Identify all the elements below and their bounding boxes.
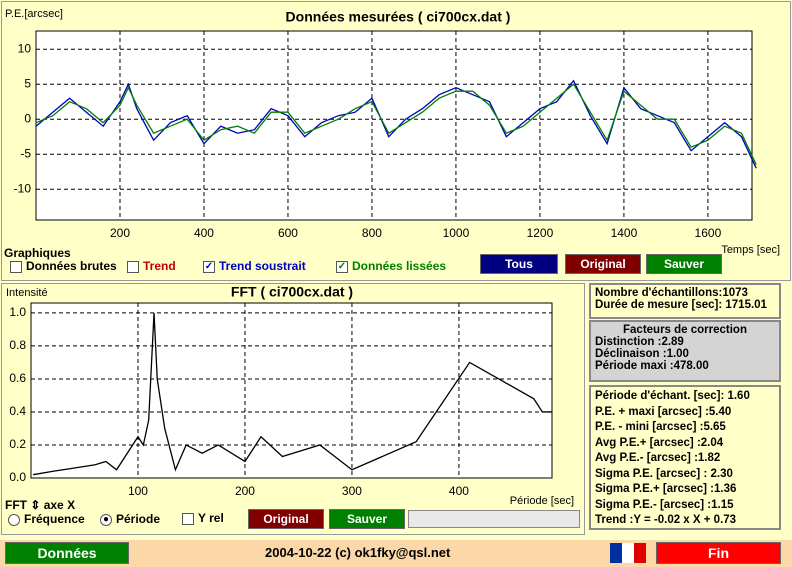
y-tick-label: 0.0 [9,470,26,484]
info-line: Période d'échant. [sec]: 1.60 [595,390,750,402]
y-tick-label: 5 [24,76,31,90]
x-tick-label: 200 [235,484,255,498]
info-line: Avg P.E.+ [arcsec] :2.04 [595,436,724,449]
scrollbar[interactable] [408,510,580,528]
x-tick-label: 100 [128,484,148,498]
label: Y rel [198,511,224,525]
x-tick-label: 1000 [443,226,470,240]
info-line: Avg P.E.- [arcsec] :1.82 [595,452,721,464]
menu-button[interactable]: Données [5,542,129,564]
checkbox[interactable]: ✓ Données lissées [336,259,447,273]
checkbox[interactable]: Trend [127,259,176,273]
data-line [33,312,552,476]
label: Période [116,512,161,526]
info-line: Sigma P.E. [arcsec] : 2.30 [595,467,733,480]
label: Données lissées [352,259,447,273]
info-line: Période maxi :478.00 [595,360,709,372]
data-line [35,83,757,165]
info-line: Déclinaison :1.00 [595,348,689,360]
data-line [35,79,757,169]
info-line: Trend :Y = -0.02 x X + 0.73 [595,514,737,526]
y-tick-label: 0.2 [9,437,26,451]
y-tick-label: 0.8 [9,338,26,352]
fft-panel [1,283,585,535]
box-title: Facteurs de correction [623,324,747,336]
x-axis-label: Période [sec] [510,495,574,507]
flag-icon[interactable] [610,543,646,563]
x-tick-label: 1200 [527,226,554,240]
group-title: FFT ⇕ axe X [5,498,76,512]
exit-button[interactable]: Fin [656,542,781,564]
y-tick-label: 0.6 [9,371,26,385]
button[interactable]: Original [248,509,324,529]
info-line: Durée de mesure [sec]: 1715.01 [595,299,767,311]
label: Trend [143,259,176,273]
group-title: Graphiques [4,246,71,260]
y-axis-label: P.E.[arcsec] [5,8,63,20]
button[interactable]: Sauver [646,254,722,274]
x-axis-label: Temps [sec] [721,244,780,256]
radio[interactable]: Fréquence [8,512,85,526]
correction-box: Facteurs de correction Distinction :2.89… [589,320,781,382]
button[interactable]: Original [565,254,641,274]
radio[interactable]: ● Période [100,512,160,526]
chart-title: Données mesurées ( ci700cx.dat ) [286,9,511,25]
info-line: P.E. - mini [arcsec] :5.65 [595,421,726,433]
label: Fréquence [24,512,85,526]
footer-text: 2004-10-22 (c) ok1fky@qsl.net [265,545,451,560]
x-tick-label: 400 [449,484,469,498]
y-tick-label: 10 [18,41,32,55]
y-tick-label: 0 [24,111,31,125]
label: Données brutes [26,259,117,273]
top-panel [1,1,791,281]
plot-area [30,302,553,479]
x-tick-label: 600 [278,226,298,240]
info-line: P.E. + maxi [arcsec] :5.40 [595,405,732,418]
y-axis-label: Intensité [6,287,48,299]
info-box: Nombre d'échantillons:1073 Durée de mesu… [589,283,781,319]
y-tick-label: -10 [14,181,32,195]
x-tick-label: 800 [362,226,382,240]
x-tick-label: 400 [194,226,214,240]
x-tick-label: 1400 [611,226,638,240]
info-line: Sigma P.E.- [arcsec] :1.15 [595,498,734,511]
label: Trend soustrait [219,259,306,273]
checkbox[interactable]: ✓ Trend soustrait [203,259,306,273]
x-tick-label: 300 [342,484,362,498]
x-tick-label: 1600 [695,226,722,240]
info-line: Distinction :2.89 [595,336,684,348]
stats-box: Période d'échant. [sec]: 1.60 P.E. + maxi… [589,385,781,530]
y-tick-label: 0.4 [9,404,26,418]
button[interactable]: Tous [480,254,558,274]
plot-area [35,30,753,221]
checkbox[interactable]: Y rel [182,511,224,525]
button[interactable]: Sauver [329,509,405,529]
y-tick-label: -5 [20,146,31,160]
info-line: Nombre d'échantillons:1073 [595,287,748,299]
x-tick-label: 200 [110,226,130,240]
info-line: Sigma P.E.+ [arcsec] :1.36 [595,483,737,495]
checkbox[interactable]: Données brutes [10,259,117,273]
chart-title: FFT ( ci700cx.dat ) [231,284,353,300]
y-tick-label: 1.0 [9,305,26,319]
